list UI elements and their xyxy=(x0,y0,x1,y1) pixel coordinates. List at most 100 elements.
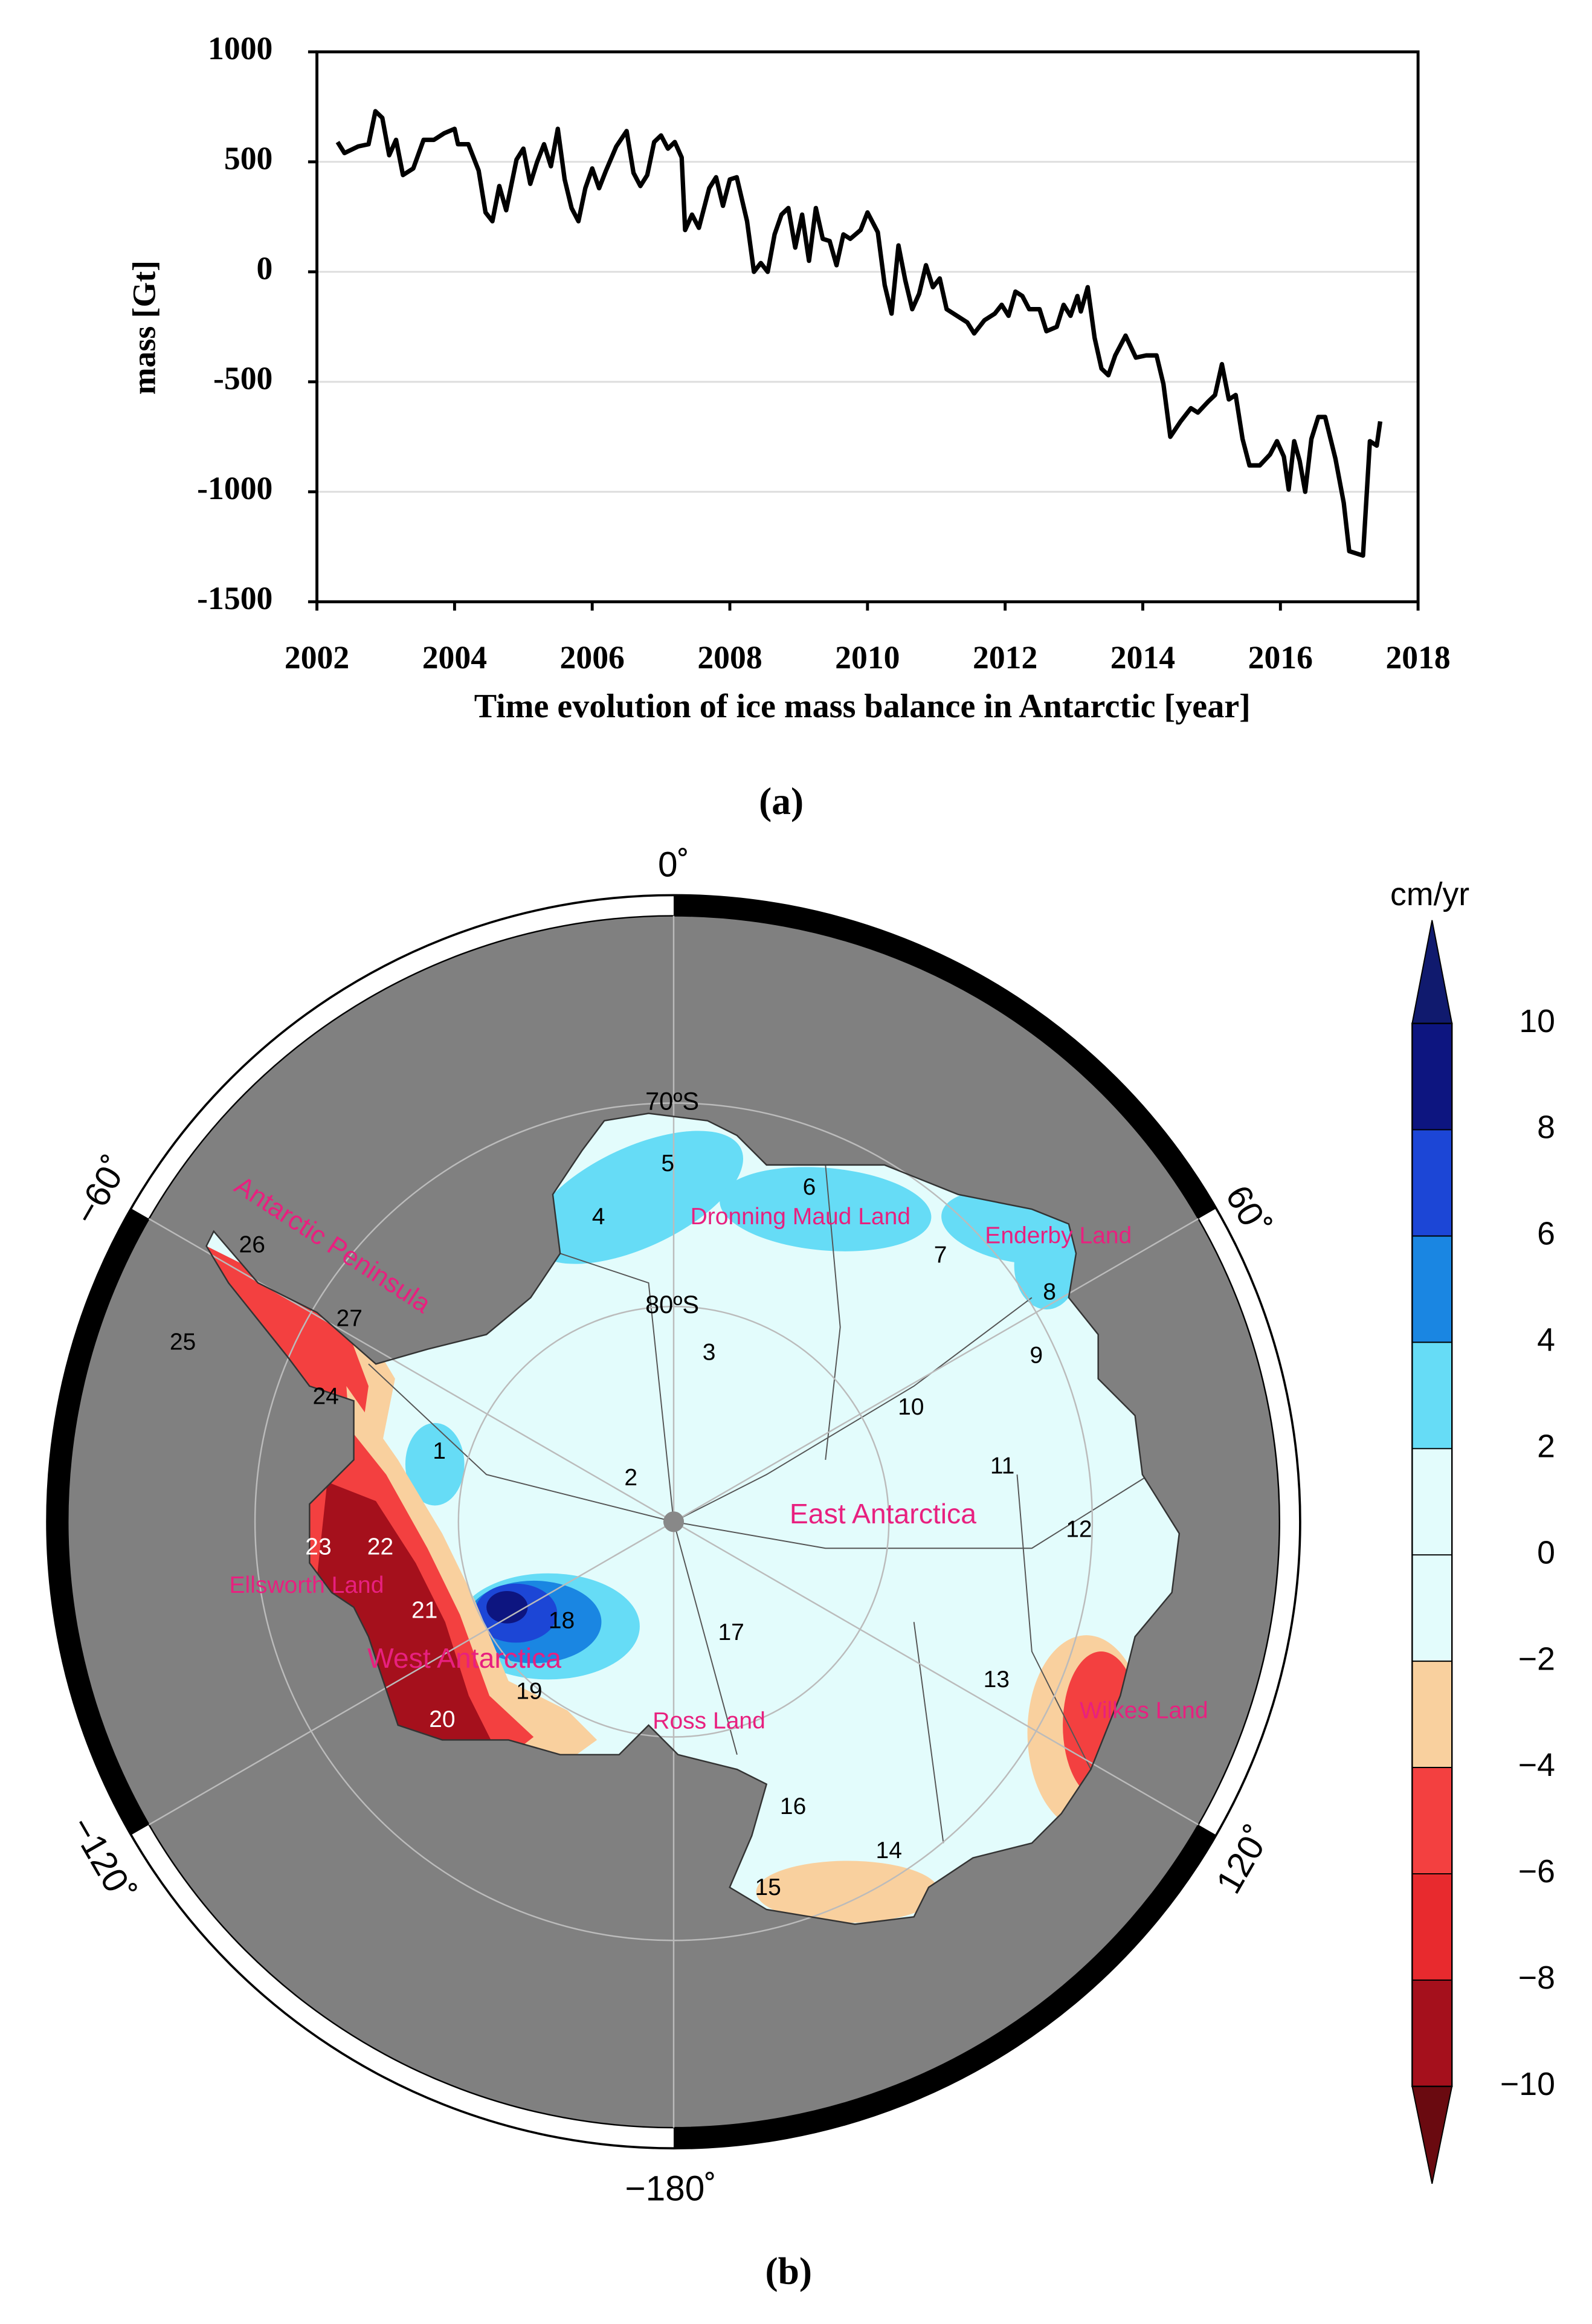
region-number: 20 xyxy=(429,1706,455,1732)
y-tick-label: -500 xyxy=(213,360,272,396)
region-number: 13 xyxy=(984,1667,1010,1693)
contour-area xyxy=(486,1590,528,1624)
colorbar-bin xyxy=(1412,1448,1452,1555)
frame-segment xyxy=(673,895,1216,1219)
region-number: 23 xyxy=(305,1534,331,1560)
parallel-label: 80ºS xyxy=(645,1290,699,1319)
y-tick-label: 500 xyxy=(224,140,272,176)
contour-area xyxy=(530,1131,744,1264)
frame-segment xyxy=(47,1208,149,1835)
region-number: 25 xyxy=(170,1329,196,1355)
x-tick-label: 2002 xyxy=(285,639,349,676)
region-number: 8 xyxy=(1043,1279,1056,1305)
region-number: 21 xyxy=(411,1597,437,1623)
meridian-label: −180˚ xyxy=(625,2169,716,2208)
map-chart: 0˚60˚120˚−180˚−120˚−60˚70ºS80ºS123456789… xyxy=(46,845,1555,2208)
region-number: 15 xyxy=(755,1874,781,1900)
basin-boundary xyxy=(673,1522,738,1755)
x-tick-label: 2010 xyxy=(835,639,900,676)
line-chart: -1500 -1000 -500 0 500 1000 2002 2004 2006 2008 20… xyxy=(126,30,1450,725)
region-name: Wilkes Land xyxy=(1080,1697,1208,1723)
contour-area xyxy=(1014,1221,1079,1309)
region-number: 2 xyxy=(624,1465,637,1491)
region-number: 24 xyxy=(312,1384,338,1410)
x-tick-label: 2006 xyxy=(560,639,625,676)
basin-boundary xyxy=(559,1253,674,1522)
basin-boundary xyxy=(673,1474,1150,1549)
region-number: 22 xyxy=(367,1534,393,1560)
region-number: 16 xyxy=(780,1793,806,1819)
colorbar-tick-label: −2 xyxy=(1518,1641,1555,1677)
region-name: Enderby Land xyxy=(985,1223,1132,1249)
region-number: 12 xyxy=(1066,1516,1092,1542)
contour-area xyxy=(756,1861,939,1923)
region-name: Ellsworth Land xyxy=(230,1572,384,1598)
basin-boundary xyxy=(1016,1474,1092,1770)
colorbar-over xyxy=(1411,920,1453,1024)
caption: (b) xyxy=(765,2250,813,2293)
x-tick-label: 2018 xyxy=(1385,639,1450,676)
x-tick-label: 2016 xyxy=(1248,639,1313,676)
region-number: 9 xyxy=(1030,1342,1043,1368)
region-number: 17 xyxy=(718,1619,744,1645)
colorbar-bin xyxy=(1412,1023,1452,1130)
colorbar-label: cm/yr xyxy=(1390,876,1469,912)
region-name: Ross Land xyxy=(653,1708,765,1734)
region-number: 4 xyxy=(592,1204,605,1230)
region-number: 5 xyxy=(661,1151,674,1177)
region-number: 10 xyxy=(898,1394,924,1420)
x-tick-label: 2004 xyxy=(422,639,487,676)
region-number: 19 xyxy=(516,1679,542,1705)
colorbar-tick-label: 2 xyxy=(1537,1428,1555,1464)
region-number: 26 xyxy=(239,1231,265,1257)
colorbar-bin xyxy=(1412,1661,1452,1768)
basin-boundary xyxy=(913,1622,944,1844)
y-tick-label: -1500 xyxy=(197,580,272,616)
y-tick-label: 1000 xyxy=(208,30,272,66)
basin-boundary xyxy=(825,1164,841,1460)
region-name: East Antarctica xyxy=(790,1498,976,1529)
data-line xyxy=(335,109,1383,558)
colorbar-bin xyxy=(1412,1767,1452,1874)
colorbar-bin xyxy=(1412,1129,1452,1236)
colorbar-bin xyxy=(1412,1236,1452,1343)
basin-boundary xyxy=(368,1363,674,1523)
plot-frame xyxy=(315,50,1420,604)
frame-segment xyxy=(673,1824,1216,2149)
colorbar-tick-label: 0 xyxy=(1537,1534,1555,1570)
x-tick-label: 2008 xyxy=(697,639,762,676)
colorbar-tick-label: −4 xyxy=(1518,1747,1555,1783)
x-axis-label: Time evolution of ice mass balance in An… xyxy=(474,688,1251,725)
region-number: 7 xyxy=(934,1242,947,1268)
region-number: 11 xyxy=(990,1453,1015,1479)
colorbar-under xyxy=(1411,2085,1453,2184)
y-axis-label: mass [Gt] xyxy=(126,260,162,395)
colorbar-tick-label: −6 xyxy=(1518,1853,1555,1890)
colorbar-tick-label: 6 xyxy=(1537,1216,1555,1252)
contour-area xyxy=(720,1167,932,1251)
colorbar-tick-label: −10 xyxy=(1500,2066,1555,2102)
y-tick-label: -1000 xyxy=(197,470,272,506)
colorbar-tick-label: 10 xyxy=(1519,1003,1555,1039)
meridian-label: 0˚ xyxy=(658,845,689,885)
region-number: 18 xyxy=(549,1608,575,1634)
parallel-label: 70ºS xyxy=(645,1086,699,1115)
region-number: 6 xyxy=(803,1174,816,1200)
pole xyxy=(663,1511,685,1532)
colorbar-bin xyxy=(1412,1980,1452,2087)
region-number: 27 xyxy=(337,1305,363,1331)
basin-boundary xyxy=(673,1297,1033,1523)
region-number: 14 xyxy=(876,1838,902,1864)
colorbar-bin xyxy=(1412,1555,1452,1662)
region-number: 1 xyxy=(433,1438,446,1464)
region-number: 3 xyxy=(703,1339,716,1365)
contour-area xyxy=(317,1482,492,1758)
region-name: West Antarctica xyxy=(367,1642,561,1674)
colorbar-bin xyxy=(1412,1342,1452,1449)
region-name: Dronning Maud Land xyxy=(691,1204,910,1230)
x-tick-label: 2012 xyxy=(973,639,1037,676)
colorbar-tick-label: 8 xyxy=(1537,1109,1555,1146)
caption: (a) xyxy=(759,780,804,822)
x-tick-label: 2014 xyxy=(1110,639,1175,676)
